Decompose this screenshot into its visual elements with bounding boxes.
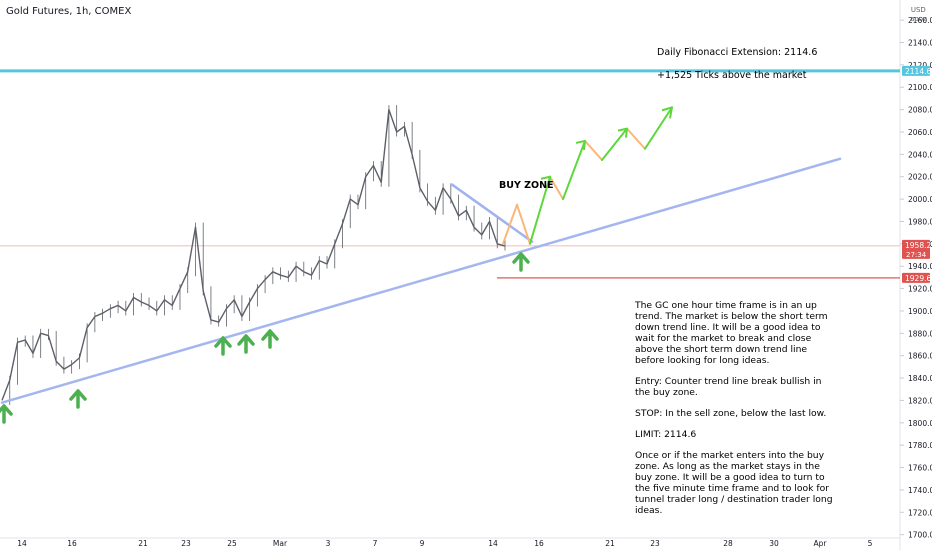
y-tick-label: 1920.0: [908, 285, 932, 294]
x-tick-label: 16: [67, 539, 77, 548]
projection-impulse-segment: [529, 175, 551, 245]
symbol-title: Gold Futures, 1h, COMEX: [6, 6, 132, 17]
y-tick-label: 2000.0: [908, 195, 932, 204]
y-tick-label: 1800.0: [908, 419, 932, 428]
stop-price-label-bg: [902, 272, 930, 283]
analysis-notes: The GC one hour time frame is in an up t…: [635, 300, 835, 526]
up-arrow-icon: [214, 336, 232, 356]
x-tick-label: 21: [138, 539, 148, 548]
projection-leg-arrowhead: [617, 127, 628, 138]
projection-pullback-segment: [502, 203, 518, 245]
note-paragraph-stop: STOP: In the sell zone, below the last l…: [635, 408, 827, 419]
x-tick-label: 14: [488, 539, 498, 548]
x-tick-label: 16: [534, 539, 544, 548]
y-tick-label: 1820.0: [908, 396, 932, 405]
y-tick-label: 1880.0: [908, 329, 932, 338]
currency-unit: apoz: [910, 15, 927, 23]
projection-arrowhead: [661, 106, 673, 119]
fib-price-label: 2114.6: [905, 67, 931, 76]
y-tick-label: 2080.0: [908, 106, 932, 115]
y-tick-label: 2040.0: [908, 150, 932, 159]
x-tick-label: 5: [868, 539, 873, 548]
x-tick-label: 25: [227, 539, 237, 548]
projection-pullback-segment: [626, 127, 646, 150]
uptrend-line: [0, 157, 842, 404]
note-paragraph-limit: LIMIT: 2114.6: [635, 429, 697, 440]
ticks-above-note: +1,525 Ticks above the market: [657, 70, 807, 81]
x-tick-label: Mar: [273, 539, 288, 548]
y-tick-label: 1740.0: [908, 486, 932, 495]
y-tick-label: 1940.0: [908, 262, 932, 271]
x-tick-label: 30: [769, 539, 779, 548]
fib-extension-note: Daily Fibonacci Extension: 2114.6: [657, 47, 818, 58]
y-tick-label: 1700.0: [908, 531, 932, 540]
up-arrow-icon: [0, 404, 13, 424]
countdown-label: 27:34: [906, 251, 927, 259]
y-tick-label: 1780.0: [908, 441, 932, 450]
short-downtrend-line: [450, 183, 534, 243]
y-tick-label: 1980.0: [908, 217, 932, 226]
currency-code: USD: [910, 6, 926, 14]
stop-price-label: 1929.6: [905, 274, 931, 283]
x-tick-label: 23: [650, 539, 660, 548]
buy-zone-label: BUY ZONE: [499, 180, 554, 191]
price-series: [1, 108, 506, 401]
up-arrow-icon: [237, 334, 255, 354]
projection-pullback-segment: [549, 175, 564, 201]
x-tick-label: 28: [723, 539, 733, 548]
fib-price-label-bg: [902, 65, 930, 76]
note-paragraph-entry: Entry: Counter trend line break bullish …: [635, 376, 822, 398]
x-tick-label: 7: [373, 539, 378, 548]
y-tick-label: 2120.0: [908, 61, 932, 70]
projection-impulse-segment: [562, 139, 586, 201]
x-tick-label: Apr: [814, 539, 828, 548]
x-tick-label: 21: [605, 539, 615, 548]
currency-label[interactable]: USD apoz: [910, 6, 927, 24]
projection-impulse-segment: [644, 106, 673, 150]
projection-pullback-segment: [516, 203, 531, 245]
x-tick-label: 3: [326, 539, 331, 548]
y-tick-label: 1720.0: [908, 508, 932, 517]
y-tick-label: 2140.0: [908, 39, 932, 48]
y-tick-label: 1840.0: [908, 374, 932, 383]
projection-leg-arrowhead: [540, 175, 551, 186]
up-arrow-icon: [512, 252, 530, 272]
up-arrow-icon: [69, 389, 87, 409]
projection-impulse-segment: [601, 127, 628, 161]
y-tick-label: 2160.0: [908, 16, 932, 25]
up-arrow-icon: [261, 329, 279, 349]
note-paragraph-trend: The GC one hour time frame is in an up t…: [635, 300, 828, 366]
y-tick-label: 2020.0: [908, 173, 932, 182]
y-tick-label: 2100.0: [908, 83, 932, 92]
current-price-label-bg: [902, 239, 930, 259]
projection-leg-arrowhead: [575, 139, 586, 151]
current-price-label: 1958.2: [905, 241, 931, 250]
note-paragraph-buy-zone: Once or if the market enters into the bu…: [635, 450, 833, 516]
x-tick-label: 14: [17, 539, 27, 548]
y-tick-label: 1760.0: [908, 464, 932, 473]
y-tick-label: 1860.0: [908, 352, 932, 361]
x-tick-label: 23: [181, 539, 191, 548]
y-tick-label: 2060.0: [908, 128, 932, 137]
x-tick-label: 9: [420, 539, 425, 548]
y-tick-label: 1900.0: [908, 307, 932, 316]
projection-pullback-segment: [584, 139, 603, 161]
